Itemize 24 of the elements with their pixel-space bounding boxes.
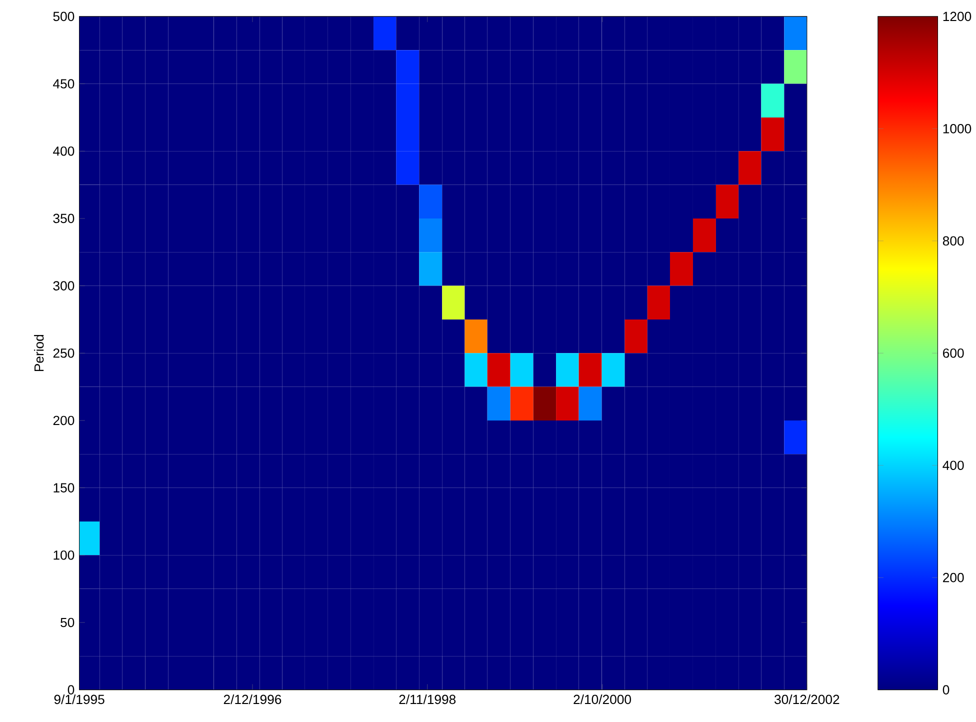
x-tick-label: 2/10/2000 (574, 694, 632, 704)
y-tick-label: 0 (68, 685, 74, 695)
color-bar-label: 200 (943, 573, 964, 582)
y-tick-label: 450 (53, 79, 74, 89)
x-tick-label: 2/11/1998 (399, 694, 456, 704)
color-bar-label: 0 (942, 685, 950, 695)
color-bar-label: 1000 (943, 124, 972, 134)
x-tick-label: 9/1/1995 (54, 694, 104, 704)
y-axis-title: Period (34, 335, 44, 372)
y-tick-label: 300 (53, 281, 74, 291)
x-tick-label: 2/12/1996 (224, 694, 282, 704)
y-tick-label: 200 (53, 416, 74, 426)
y-tick-label: 400 (53, 146, 74, 156)
color-bar-label: 400 (942, 460, 964, 470)
color-bar-label: 1200 (943, 12, 972, 22)
y-tick-label: 150 (54, 483, 74, 493)
color-bar-label: 800 (942, 236, 964, 246)
y-tick-label: 250 (53, 348, 74, 358)
y-tick-label: 100 (54, 550, 74, 560)
color-bar-label: 600 (943, 348, 964, 358)
y-tick-label: 500 (53, 12, 74, 22)
y-tick-label: 50 (60, 618, 74, 628)
y-tick-label: 350 (53, 214, 74, 224)
x-tick-label: 30/12/2002 (774, 694, 840, 704)
